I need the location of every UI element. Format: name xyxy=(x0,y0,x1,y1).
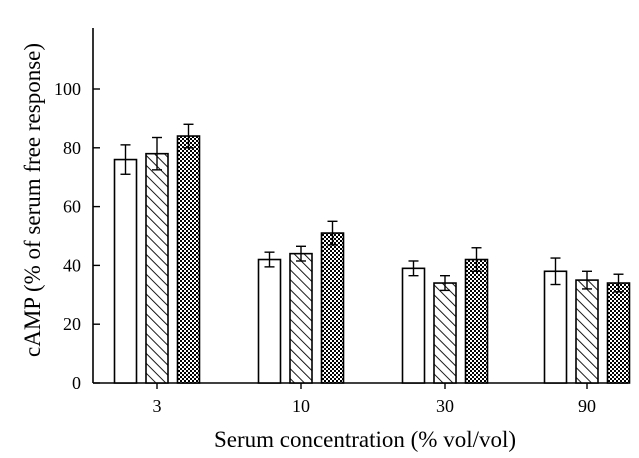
error-bar xyxy=(264,251,275,268)
error-bar xyxy=(152,136,162,171)
bar xyxy=(433,282,457,384)
y-ticks: 0 20 40 60 80 100 xyxy=(54,79,100,393)
y-axis-label: cAMP (% of serum free response) xyxy=(20,43,45,357)
bar xyxy=(606,282,631,384)
bar xyxy=(575,279,599,384)
bar xyxy=(257,258,282,384)
bar xyxy=(401,267,426,384)
y-tick-label: 0 xyxy=(72,373,81,393)
error-bar xyxy=(440,274,450,292)
error-bar xyxy=(327,220,338,246)
y-tick-label: 20 xyxy=(63,314,81,334)
bars xyxy=(113,135,631,384)
error-bar xyxy=(613,273,624,293)
y-tick-label: 40 xyxy=(63,255,81,275)
bar xyxy=(543,270,568,384)
bar xyxy=(113,158,138,384)
x-ticks: 3 10 30 90 xyxy=(153,383,596,416)
bar xyxy=(176,135,201,384)
error-bar xyxy=(550,257,561,286)
x-tick-label: 90 xyxy=(578,396,596,416)
bar xyxy=(320,232,345,384)
x-tick-label: 10 xyxy=(292,396,310,416)
y-tick-label: 60 xyxy=(63,197,81,217)
bar xyxy=(145,152,169,384)
error-bar xyxy=(296,245,306,262)
error-bar xyxy=(183,123,194,149)
bar xyxy=(464,258,489,384)
error-bar xyxy=(471,247,482,272)
y-tick-label: 100 xyxy=(54,79,81,99)
x-tick-label: 30 xyxy=(436,396,454,416)
y-tick-label: 80 xyxy=(63,138,81,158)
error-bar xyxy=(408,260,419,277)
bar xyxy=(289,252,313,384)
error-bars xyxy=(120,123,624,293)
error-bar xyxy=(582,270,592,290)
error-bar xyxy=(120,144,131,175)
x-axis-label: Serum concentration (% vol/vol) xyxy=(214,427,516,452)
x-tick-label: 3 xyxy=(153,396,162,416)
